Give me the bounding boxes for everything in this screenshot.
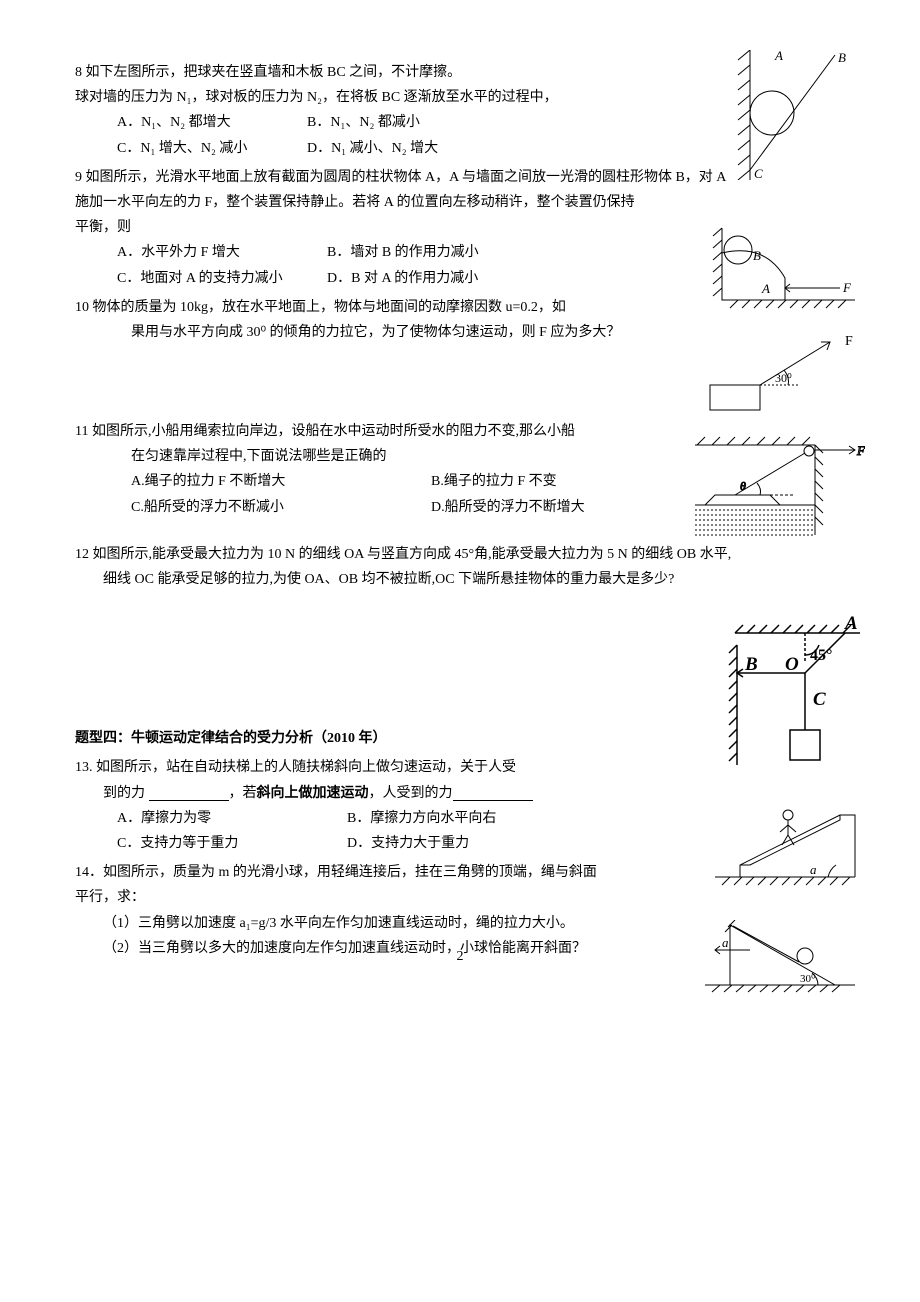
q8-opt-a: A．N₁、N₂ 都增大 <box>117 110 307 135</box>
q8-stem-2: 球对墙的压力为 N₁，球对板的压力为 N₂，在将板 BC 逐渐放至水平的过程中， <box>75 85 845 110</box>
q8-stem-1: 8 如下左图所示，把球夹在竖直墙和木板 BC 之间，不计摩擦。 <box>75 60 845 85</box>
question-11: 11 如图所示,小船用绳索拉向岸边，设船在水中运动时所受水的阻力不变,那么小船 … <box>75 419 845 520</box>
q9-stem-2: 施加一水平向左的力 F，整个装置保持静止。若将 A 的位置向左移动稍许，整个装置… <box>75 190 845 215</box>
q11-opt-d: D.船所受的浮力不断增大 <box>431 495 585 520</box>
q13-blank-1 <box>149 785 229 801</box>
q13-stem-2d: ，人受到的力 <box>369 786 453 801</box>
question-9: 9 如图所示，光滑水平地面上放有截面为圆周的柱状物体 A，A 与墙面之间放一光滑… <box>75 165 845 291</box>
q9-stem-3: 平衡，则 <box>75 215 845 240</box>
q9-opt-d: D．B 对 A 的作用力减小 <box>327 266 478 291</box>
q9-opt-c: C．地面对 A 的支持力减小 <box>117 266 327 291</box>
q13-stem-2b: ，若 <box>229 786 257 801</box>
svg-text:O: O <box>785 654 799 675</box>
q8-opt-b: B．N₁、N₂ 都减小 <box>307 110 420 135</box>
svg-text:C: C <box>813 689 826 710</box>
svg-text:30⁰: 30⁰ <box>775 371 792 385</box>
svg-text:30⁰: 30⁰ <box>800 973 816 985</box>
q12-stem-1: 12 如图所示,能承受最大拉力为 10 N 的细线 OA 与竖直方向成 45°角… <box>75 542 845 567</box>
q9-opt-b: B．墙对 B 的作用力减小 <box>327 240 479 265</box>
q11-opt-a: A.绳子的拉力 F 不断增大 <box>131 469 431 494</box>
svg-text:F: F <box>856 443 865 458</box>
q13-stem-2c: 斜向上做加速运动 <box>257 786 369 801</box>
q11-stem-1: 11 如图所示,小船用绳索拉向岸边，设船在水中运动时所受水的阻力不变,那么小船 <box>75 419 845 444</box>
q10-stem-1: 10 物体的质量为 10kg，放在水平地面上，物体与地面间的动摩擦因数 u=0.… <box>75 295 845 320</box>
svg-text:A: A <box>844 615 858 634</box>
q13-opt-c: C．支持力等于重力 <box>117 831 347 856</box>
q13-stem-2a: 到的力 <box>103 786 149 801</box>
question-12: 12 如图所示,能承受最大拉力为 10 N 的细线 OA 与竖直方向成 45°角… <box>75 542 845 592</box>
question-10: 10 物体的质量为 10kg，放在水平地面上，物体与地面间的动摩擦因数 u=0.… <box>75 295 845 345</box>
q8-opt-c: C．N₁ 增大、N₂ 减小 <box>117 136 307 161</box>
q11-opt-b: B.绳子的拉力 F 不变 <box>431 469 557 494</box>
q11-opt-c: C.船所受的浮力不断减小 <box>131 495 431 520</box>
page-number: 2 <box>0 944 920 969</box>
svg-text:F: F <box>845 334 853 349</box>
q13-opt-d: D．支持力大于重力 <box>347 831 469 856</box>
q8-opt-d: D．N₁ 减小、N₂ 增大 <box>307 136 438 161</box>
svg-text:45°: 45° <box>810 647 832 664</box>
question-8: 8 如下左图所示，把球夹在竖直墙和木板 BC 之间，不计摩擦。 球对墙的压力为 … <box>75 60 845 161</box>
q12-stem-2: 细线 OC 能承受足够的拉力,为使 OA、OB 均不被拉断,OC 下端所悬挂物体… <box>75 567 845 592</box>
q14-stem-1: 14．如图所示，质量为 m 的光滑小球，用轻绳连接后，挂在三角劈的顶端，绳与斜面 <box>75 860 845 885</box>
q13-stem-1: 13. 如图所示，站在自动扶梯上的人随扶梯斜向上做匀速运动，关于人受 <box>75 755 845 780</box>
q9-opt-a: A．水平外力 F 增大 <box>117 240 327 265</box>
q11-stem-2: 在匀速靠岸过程中,下面说法哪些是正确的 <box>75 444 845 469</box>
q10-stem-2: 果用与水平方向成 30⁰ 的倾角的力拉它，为了使物体匀速运动，则 F 应为多大？ <box>75 320 845 345</box>
q13-blank-2 <box>453 785 533 801</box>
q13-opt-b: B．摩擦力方向水平向右 <box>347 806 496 831</box>
question-13: 13. 如图所示，站在自动扶梯上的人随扶梯斜向上做匀速运动，关于人受 到的力 ，… <box>75 755 845 856</box>
q14-stem-2: 平行，求： <box>75 885 845 910</box>
svg-text:B: B <box>744 654 758 675</box>
q13-opt-a: A．摩擦力为零 <box>117 806 347 831</box>
q14-sub-1: （1）三角劈以加速度 a₁=g/3 水平向左作匀加速直线运动时，绳的拉力大小。 <box>75 911 845 936</box>
q9-stem-1: 9 如图所示，光滑水平地面上放有截面为圆周的柱状物体 A，A 与墙面之间放一光滑… <box>75 165 845 190</box>
